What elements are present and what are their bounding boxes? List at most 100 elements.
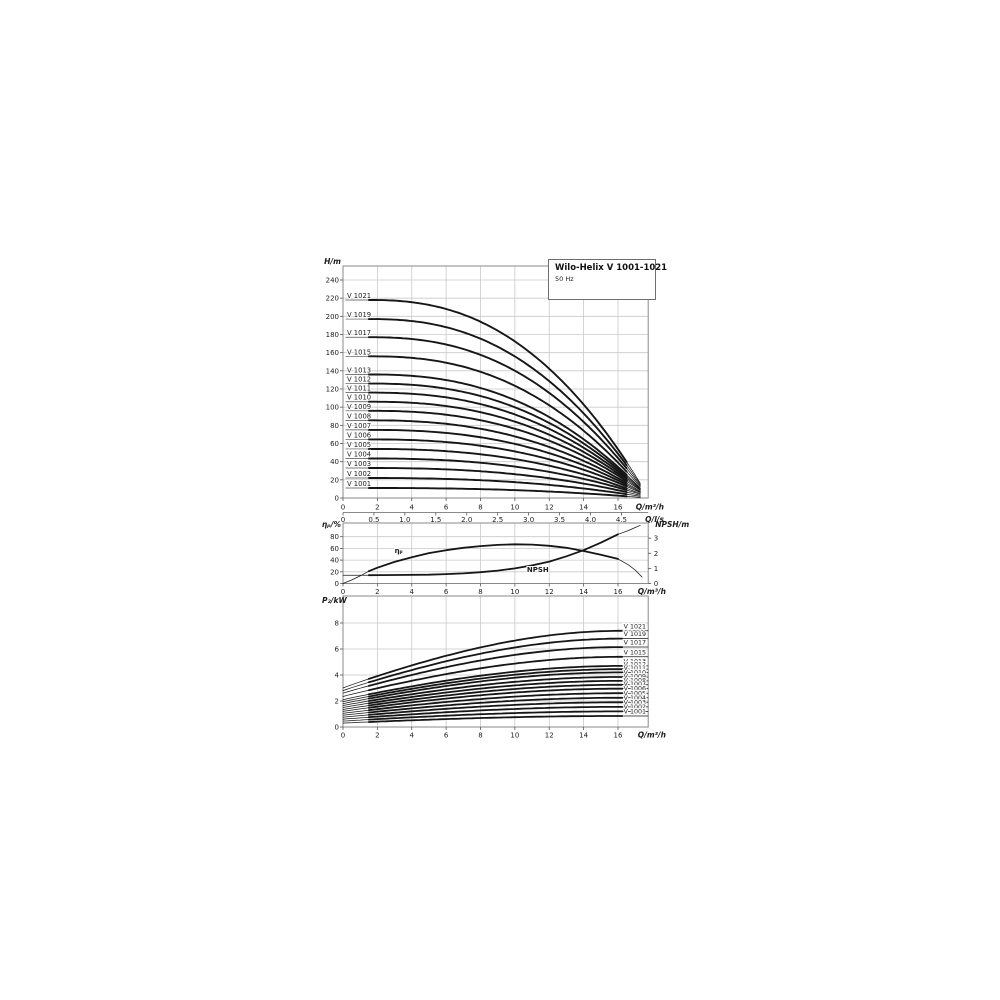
pump-head-curve-label: V 1012 — [347, 376, 371, 384]
pump-head-curve-tail — [626, 461, 641, 484]
pump-power-curve — [367, 646, 624, 687]
pump-head-curve — [367, 448, 628, 490]
npsh-curve-tail — [617, 524, 641, 535]
pump-power-curve-label: V 1009 — [624, 673, 646, 680]
pump-head-curve-label: V 1001 — [347, 480, 371, 488]
power-axis-tick-label: 0 — [335, 724, 339, 732]
x-axis-tick-label: 2 — [375, 732, 379, 740]
secondary-axis-tick-label: 3.5 — [554, 516, 565, 524]
x-axis-tick-label: 6 — [444, 504, 449, 512]
efficiency-axis-unit-label: ηₚ/% — [322, 520, 342, 529]
pump-power-curve — [367, 710, 624, 721]
efficiency-axis-tick-label: 0 — [335, 580, 339, 588]
pump-head-curve-tail — [626, 489, 641, 495]
npsh-axis-tick-label: 1 — [654, 565, 658, 573]
pump-head-curve-tail — [626, 477, 641, 490]
power-axis-tick-label: 8 — [335, 620, 339, 628]
pump-power-curve-lead — [342, 685, 370, 694]
pump-power-curve — [367, 701, 624, 716]
pump-power-curve-lead — [342, 705, 370, 710]
pump-head-curve-label: V 1021 — [347, 292, 371, 300]
secondary-flow-axis-unit-label: Q/l/s — [645, 515, 664, 524]
pump-head-curve-label: V 1010 — [347, 394, 371, 402]
y-axis-tick-label: 20 — [330, 476, 339, 484]
y-axis-tick-label: 200 — [326, 313, 339, 321]
pump-power-curve-lead — [342, 709, 370, 714]
chart-subtitle: 50 Hz — [555, 275, 574, 283]
y-axis-tick-label: 220 — [326, 295, 339, 303]
pump-head-curve-label: V 1005 — [347, 441, 371, 449]
pump-power-curve — [367, 676, 624, 702]
secondary-axis-tick-label: 3.0 — [523, 516, 534, 524]
x-axis-tick-label: 2 — [375, 504, 379, 512]
pump-power-curve — [367, 637, 624, 684]
secondary-axis-tick-label: 0 — [341, 516, 345, 524]
pump-power-curve-label: V 1017 — [624, 640, 646, 647]
pump-power-curve-label: V 1015 — [624, 649, 646, 656]
secondary-axis-tick-label: 0.5 — [368, 516, 379, 524]
x-axis-tick-label: 8 — [478, 504, 482, 512]
x-axis-tick-label: 8 — [478, 732, 482, 740]
x-axis-tick-label: 6 — [444, 732, 449, 740]
efficiency-curve — [367, 543, 619, 573]
secondary-axis-tick-label: 4.0 — [585, 516, 596, 524]
pump-power-curve — [367, 671, 624, 700]
efficiency-curve-tail — [617, 558, 643, 578]
pump-power-curve-label: V 1013 — [624, 658, 646, 665]
x-axis-tick-label: 12 — [545, 588, 554, 596]
pump-head-curve-tail — [626, 474, 641, 489]
pump-power-curve-lead — [342, 719, 370, 722]
pump-head-curve-tail — [626, 488, 641, 495]
npsh-axis-unit-label: NPSH/m — [655, 520, 689, 529]
npsh-curve-label: NPSH — [527, 566, 549, 574]
pump-power-curve-lead — [342, 696, 370, 702]
pump-head-curve — [367, 382, 628, 478]
x-axis-tick-label: 0 — [341, 504, 345, 512]
chart-title-box: Wilo-Helix V 1001-1021 50 Hz — [548, 259, 667, 300]
y-axis-tick-label: 240 — [326, 277, 339, 285]
efficiency-axis-tick-label: 40 — [330, 557, 339, 565]
x-axis-tick-label: 4 — [410, 504, 415, 512]
x-axis-tick-label: 8 — [478, 588, 482, 596]
pump-power-curve — [367, 692, 624, 712]
x-axis-tick-label: 0 — [341, 732, 345, 740]
pump-head-curve — [367, 467, 628, 494]
pump-head-curve-label: V 1017 — [347, 329, 371, 337]
pump-power-curve-label: V 1008 — [624, 677, 646, 684]
pump-head-curve-label: V 1019 — [347, 311, 371, 319]
x-axis-tick-label: 10 — [510, 732, 519, 740]
pump-power-curve — [367, 687, 624, 709]
pump-head-curve — [367, 336, 628, 470]
pump-power-curve-lead — [342, 721, 370, 724]
x-axis-tick-label: 4 — [410, 732, 415, 740]
pump-power-curve — [367, 715, 624, 723]
flow-axis-unit-label: Q/m³/h — [638, 587, 666, 596]
x-axis-tick-label: 10 — [510, 588, 519, 596]
x-axis-tick-label: 12 — [545, 732, 554, 740]
secondary-axis-tick-label: 2.5 — [492, 516, 503, 524]
pump-head-curve-tail — [626, 476, 641, 490]
flow-axis-unit-label: Q/m³/h — [636, 503, 664, 512]
pump-power-curve — [367, 629, 624, 680]
head-chart-plot-border — [342, 265, 649, 499]
y-axis-tick-label: 60 — [330, 440, 339, 448]
x-axis-tick-label: 0 — [341, 588, 345, 596]
secondary-axis-tick-label: 4.5 — [616, 516, 627, 524]
pump-power-curve-lead — [342, 712, 370, 716]
pump-head-curve-label: V 1007 — [347, 422, 371, 430]
pump-power-curve — [367, 655, 624, 692]
pump-head-curve-tail — [626, 467, 641, 487]
pump-power-curve-lead — [342, 681, 370, 691]
power-chart-plot-border — [342, 595, 649, 728]
pump-power-curve-label: V 1021 — [624, 623, 646, 630]
pump-power-curve-label: V 1011 — [624, 665, 646, 672]
power-axis-tick-label: 2 — [335, 698, 339, 706]
y-axis-tick-label: 180 — [326, 331, 339, 339]
pump-power-curve-lead — [342, 693, 370, 701]
secondary-axis-tick-label: 1.0 — [399, 516, 410, 524]
pump-head-curve — [367, 318, 628, 467]
pump-power-curve-label: V 1006 — [624, 686, 646, 693]
pump-head-curve — [367, 428, 628, 486]
